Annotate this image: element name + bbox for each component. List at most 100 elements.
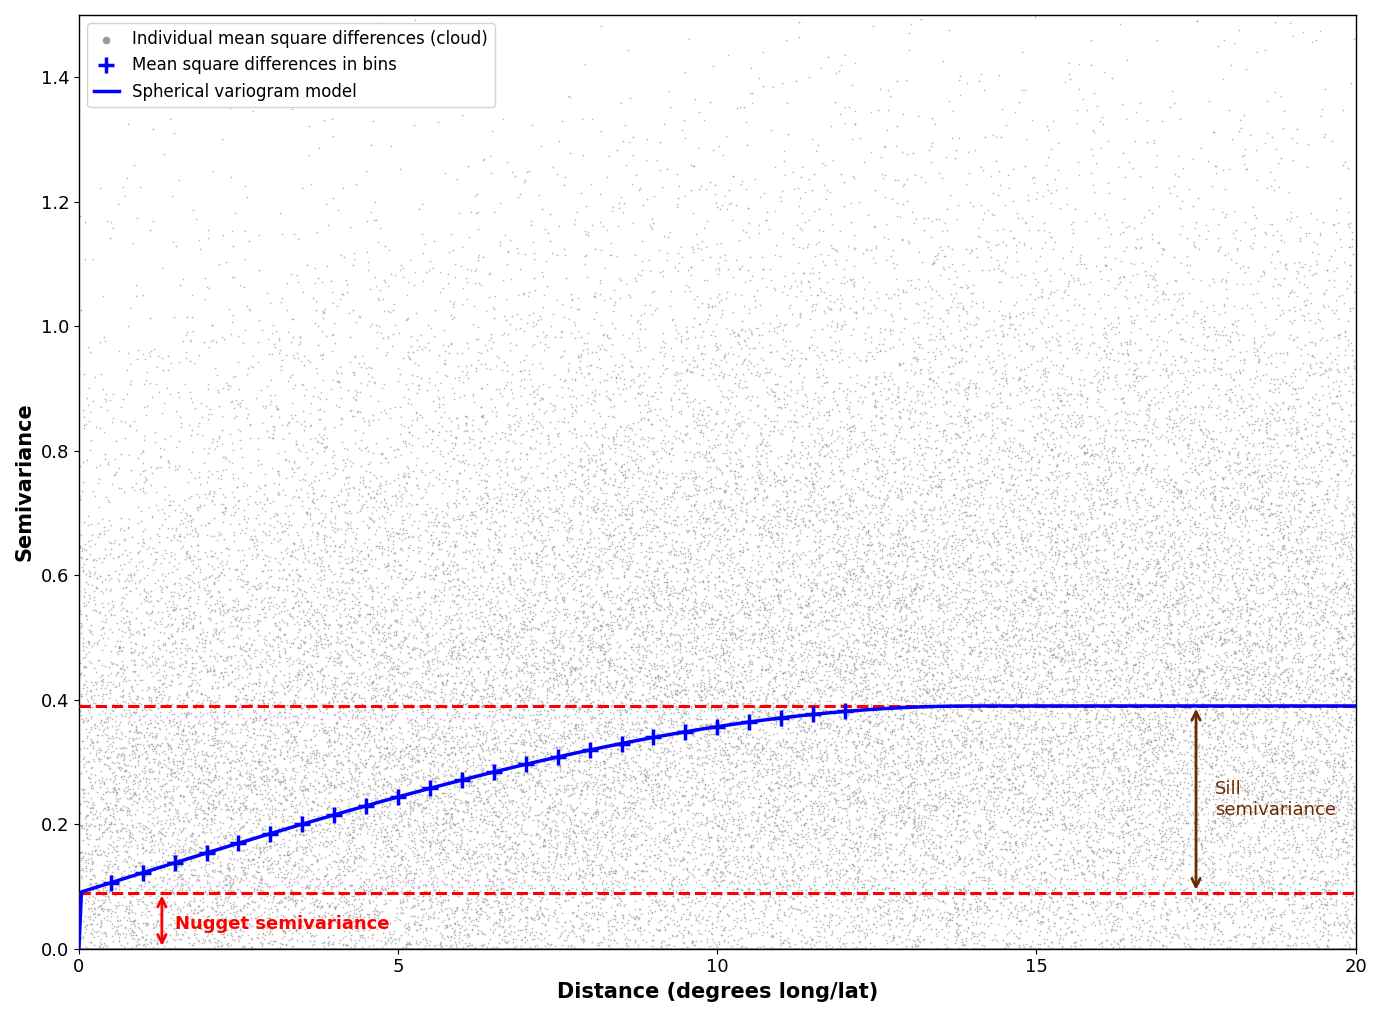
Point bbox=[138, 530, 160, 546]
Point bbox=[723, 168, 745, 184]
Point bbox=[1135, 785, 1157, 801]
Point bbox=[264, 941, 286, 957]
Point bbox=[1153, 704, 1175, 720]
Point bbox=[330, 416, 352, 432]
Point bbox=[724, 286, 746, 302]
Point bbox=[1124, 691, 1146, 707]
Point bbox=[84, 869, 106, 885]
Point bbox=[862, 17, 884, 34]
Point bbox=[343, 364, 365, 380]
Point bbox=[535, 886, 557, 902]
Point bbox=[825, 518, 847, 534]
Point bbox=[238, 607, 260, 623]
Point bbox=[1201, 941, 1223, 957]
Point bbox=[300, 890, 322, 906]
Point bbox=[773, 142, 795, 159]
Point bbox=[1324, 669, 1346, 685]
Point bbox=[130, 854, 152, 871]
Point bbox=[742, 851, 764, 868]
Point bbox=[113, 941, 135, 957]
Point bbox=[475, 941, 498, 957]
Point bbox=[1273, 103, 1295, 119]
Point bbox=[676, 739, 698, 756]
Point bbox=[656, 668, 679, 684]
Point bbox=[907, 941, 929, 957]
Point bbox=[525, 807, 547, 824]
Point bbox=[970, 479, 992, 495]
Point bbox=[1148, 560, 1171, 577]
Point bbox=[268, 941, 290, 957]
Point bbox=[1240, 715, 1262, 731]
Point bbox=[202, 680, 224, 697]
Point bbox=[391, 734, 413, 751]
Point bbox=[481, 741, 503, 758]
Point bbox=[200, 941, 223, 957]
Point bbox=[648, 511, 670, 527]
Point bbox=[824, 744, 846, 761]
Point bbox=[1281, 385, 1303, 402]
Point bbox=[281, 517, 303, 533]
Point bbox=[752, 512, 774, 528]
Point bbox=[1007, 691, 1030, 707]
Point bbox=[741, 364, 763, 380]
Point bbox=[947, 765, 969, 781]
Point bbox=[283, 783, 305, 799]
Point bbox=[1031, 240, 1053, 256]
Point bbox=[1223, 490, 1245, 506]
Point bbox=[292, 888, 314, 904]
Point bbox=[1284, 941, 1306, 957]
Point bbox=[1317, 452, 1339, 468]
Point bbox=[428, 790, 451, 806]
Point bbox=[1093, 310, 1115, 326]
Point bbox=[542, 941, 564, 957]
Point bbox=[1139, 770, 1161, 786]
Point bbox=[334, 684, 357, 701]
Point bbox=[871, 166, 893, 182]
Point bbox=[115, 941, 137, 957]
Point bbox=[756, 919, 778, 936]
Point bbox=[188, 941, 210, 957]
Point bbox=[920, 941, 943, 957]
Point bbox=[945, 941, 967, 957]
Point bbox=[1271, 718, 1294, 734]
Point bbox=[970, 578, 992, 594]
Point bbox=[967, 941, 990, 957]
Point bbox=[1260, 494, 1282, 511]
Point bbox=[542, 941, 564, 957]
Point bbox=[1107, 913, 1129, 930]
Point bbox=[260, 941, 282, 957]
Point bbox=[301, 693, 323, 709]
Point bbox=[488, 458, 510, 474]
Point bbox=[896, 693, 918, 709]
Point bbox=[142, 941, 164, 957]
Point bbox=[562, 581, 585, 597]
Point bbox=[1030, 640, 1052, 656]
Point bbox=[412, 799, 434, 816]
Point bbox=[254, 941, 276, 957]
Point bbox=[1036, 699, 1059, 715]
Point bbox=[395, 899, 417, 915]
Point bbox=[1260, 650, 1282, 666]
Point bbox=[496, 848, 518, 864]
Point bbox=[1079, 684, 1101, 701]
Point bbox=[532, 941, 554, 957]
Point bbox=[1256, 425, 1278, 441]
Point bbox=[1323, 941, 1345, 957]
Point bbox=[478, 941, 500, 957]
Point bbox=[663, 481, 685, 497]
Point bbox=[669, 710, 691, 726]
Point bbox=[1231, 769, 1253, 785]
Point bbox=[151, 676, 173, 693]
Point bbox=[467, 553, 489, 570]
Point bbox=[195, 855, 217, 872]
Point bbox=[518, 723, 540, 739]
Point bbox=[590, 891, 612, 907]
Point bbox=[319, 941, 341, 957]
Point bbox=[1173, 430, 1195, 446]
Point bbox=[292, 634, 314, 650]
Point bbox=[518, 941, 540, 957]
Point bbox=[1218, 854, 1240, 871]
Point bbox=[1202, 439, 1224, 456]
Point bbox=[605, 425, 627, 441]
Point bbox=[1270, 648, 1292, 664]
